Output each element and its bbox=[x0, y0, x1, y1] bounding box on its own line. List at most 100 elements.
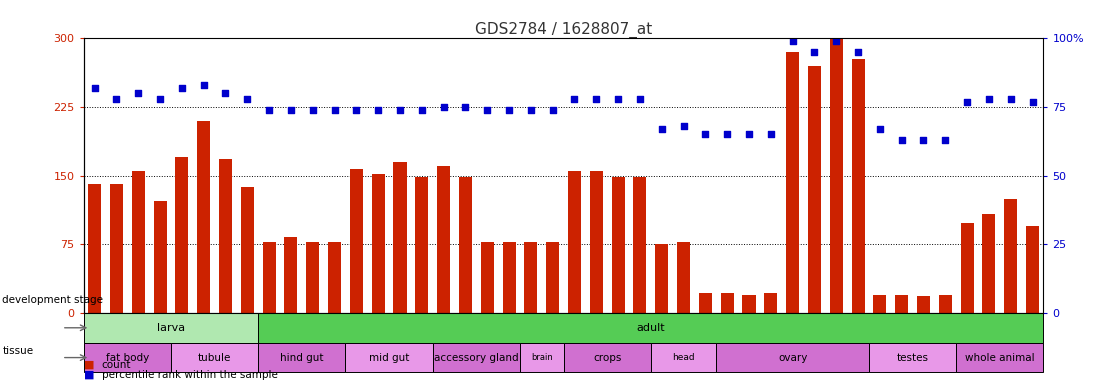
Text: adult: adult bbox=[636, 323, 665, 333]
Bar bbox=[433, 343, 520, 372]
Bar bbox=[109, 184, 123, 313]
Text: brain: brain bbox=[531, 353, 552, 362]
Point bbox=[653, 126, 671, 132]
Bar bbox=[346, 343, 433, 372]
Text: tubule: tubule bbox=[198, 353, 231, 362]
Bar bbox=[956, 343, 1043, 372]
Point bbox=[696, 131, 714, 137]
Point bbox=[543, 107, 561, 113]
Text: tissue: tissue bbox=[2, 346, 33, 356]
Bar bbox=[459, 177, 472, 313]
Bar bbox=[198, 121, 210, 313]
Bar bbox=[219, 159, 232, 313]
Bar bbox=[88, 184, 102, 313]
Point bbox=[347, 107, 365, 113]
Bar bbox=[677, 242, 690, 313]
Bar bbox=[84, 313, 258, 343]
Bar bbox=[328, 242, 341, 313]
Point bbox=[369, 107, 387, 113]
Point bbox=[1002, 96, 1020, 102]
Bar bbox=[564, 343, 651, 372]
Point bbox=[260, 107, 278, 113]
Bar bbox=[982, 214, 995, 313]
Point bbox=[849, 49, 867, 55]
Point bbox=[893, 137, 911, 143]
Bar bbox=[655, 244, 668, 313]
Bar bbox=[716, 343, 869, 372]
Point bbox=[479, 107, 497, 113]
Point bbox=[827, 38, 845, 44]
Bar bbox=[372, 174, 385, 313]
Bar bbox=[634, 177, 646, 313]
Point bbox=[936, 137, 954, 143]
Point bbox=[107, 96, 125, 102]
Bar bbox=[306, 242, 319, 313]
Text: ■: ■ bbox=[84, 359, 94, 369]
Point bbox=[719, 131, 737, 137]
Text: percentile rank within the sample: percentile rank within the sample bbox=[102, 370, 278, 380]
Bar bbox=[481, 242, 493, 313]
Point bbox=[173, 85, 191, 91]
Point bbox=[762, 131, 780, 137]
Bar bbox=[961, 223, 973, 313]
Bar bbox=[154, 201, 166, 313]
Text: ■: ■ bbox=[84, 369, 94, 379]
Text: count: count bbox=[102, 360, 131, 370]
Bar bbox=[699, 293, 712, 313]
Point bbox=[740, 131, 758, 137]
Bar bbox=[589, 171, 603, 313]
Point bbox=[195, 82, 213, 88]
Bar bbox=[349, 169, 363, 313]
Point bbox=[435, 104, 453, 110]
Text: development stage: development stage bbox=[2, 295, 104, 305]
Bar bbox=[520, 343, 564, 372]
Bar bbox=[808, 66, 821, 313]
Bar bbox=[1004, 199, 1018, 313]
Bar bbox=[568, 171, 581, 313]
Text: mid gut: mid gut bbox=[369, 353, 410, 362]
Bar bbox=[241, 187, 253, 313]
Point bbox=[915, 137, 933, 143]
Point bbox=[129, 90, 147, 96]
Point bbox=[217, 90, 234, 96]
Point bbox=[587, 96, 605, 102]
Bar bbox=[258, 313, 1043, 343]
Bar bbox=[939, 295, 952, 313]
Point bbox=[282, 107, 300, 113]
Point bbox=[609, 96, 627, 102]
Bar bbox=[285, 237, 298, 313]
Text: larva: larva bbox=[157, 323, 185, 333]
Point bbox=[239, 96, 257, 102]
Point bbox=[980, 96, 998, 102]
Bar bbox=[171, 343, 258, 372]
Point bbox=[566, 96, 584, 102]
Bar bbox=[895, 295, 908, 313]
Title: GDS2784 / 1628807_at: GDS2784 / 1628807_at bbox=[475, 22, 652, 38]
Point bbox=[631, 96, 648, 102]
Point bbox=[413, 107, 431, 113]
Bar bbox=[525, 242, 538, 313]
Point bbox=[304, 107, 321, 113]
Bar bbox=[786, 52, 799, 313]
Bar bbox=[437, 167, 450, 313]
Point bbox=[326, 107, 344, 113]
Text: fat body: fat body bbox=[106, 353, 148, 362]
Point bbox=[500, 107, 518, 113]
Point bbox=[391, 107, 408, 113]
Text: crops: crops bbox=[593, 353, 622, 362]
Point bbox=[870, 126, 888, 132]
Text: testes: testes bbox=[896, 353, 929, 362]
Point bbox=[151, 96, 169, 102]
Bar bbox=[612, 177, 625, 313]
Bar bbox=[546, 242, 559, 313]
Bar bbox=[502, 242, 516, 313]
Point bbox=[86, 85, 104, 91]
Text: accessory gland: accessory gland bbox=[434, 353, 519, 362]
Point bbox=[522, 107, 540, 113]
Bar bbox=[829, 38, 843, 313]
Text: whole animal: whole animal bbox=[965, 353, 1035, 362]
Bar bbox=[874, 295, 886, 313]
Bar bbox=[742, 295, 756, 313]
Bar bbox=[651, 343, 716, 372]
Text: hind gut: hind gut bbox=[280, 353, 324, 362]
